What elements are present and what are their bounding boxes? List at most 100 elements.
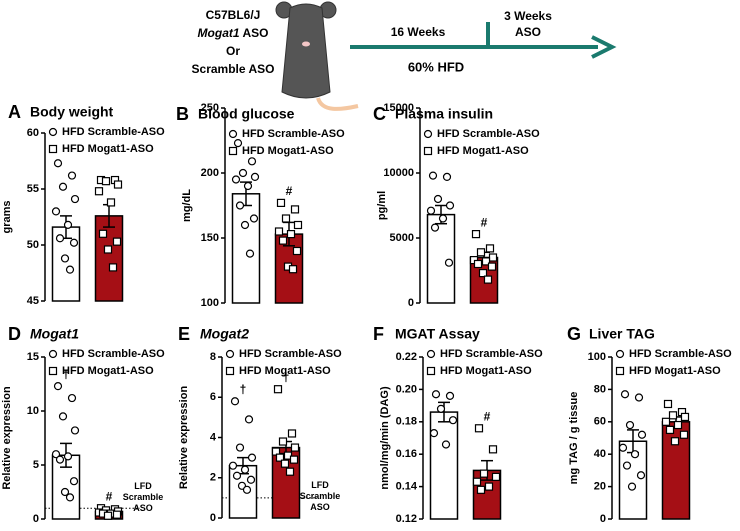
schematic: C57BL6/J Mogat1 ASO Or Scramble ASO 16 W… bbox=[192, 1, 617, 111]
data-point bbox=[103, 511, 113, 520]
data-point bbox=[476, 248, 486, 257]
legend-label: HFD Scramble-ASO bbox=[629, 348, 732, 360]
data-point bbox=[293, 220, 303, 230]
y-tick-label: 0 bbox=[210, 512, 216, 524]
data-point bbox=[289, 455, 299, 464]
data-point bbox=[231, 175, 241, 184]
panel-title: Body weight bbox=[30, 104, 114, 120]
legend-label: HFD Scramble-ASO bbox=[62, 126, 165, 138]
or: Or bbox=[226, 44, 240, 58]
data-point bbox=[488, 445, 498, 454]
y-tick-label: 250 bbox=[201, 102, 219, 114]
data-point bbox=[249, 214, 259, 223]
y-tick-label: 100 bbox=[201, 297, 219, 309]
treatment: Mogat1 ASO bbox=[198, 26, 269, 40]
data-point bbox=[615, 366, 625, 376]
data-point bbox=[679, 430, 689, 439]
data-point bbox=[48, 127, 58, 137]
legend-label: HFD Mogat1-ASO bbox=[629, 365, 721, 377]
annotation: # bbox=[481, 215, 488, 229]
data-point bbox=[426, 206, 436, 215]
data-point bbox=[636, 471, 646, 480]
data-point bbox=[278, 437, 288, 446]
data-point bbox=[235, 443, 245, 452]
data-point bbox=[441, 440, 451, 449]
data-point bbox=[472, 477, 482, 486]
timeline-arrow bbox=[591, 35, 617, 59]
mouse-mark bbox=[302, 41, 310, 47]
data-point bbox=[426, 366, 436, 376]
data-point bbox=[670, 437, 680, 446]
data-point bbox=[431, 390, 441, 399]
data-point bbox=[48, 366, 58, 376]
data-point bbox=[48, 144, 58, 154]
data-point bbox=[448, 416, 458, 425]
data-point bbox=[663, 399, 673, 409]
legend-label: HFD Scramble-ASO bbox=[437, 128, 540, 140]
y-tick-label: 0 bbox=[408, 297, 414, 309]
data-point bbox=[70, 194, 80, 204]
data-point bbox=[225, 366, 235, 376]
y-tick-label: 0.14 bbox=[396, 481, 418, 493]
legend-label: HFD Scramble-ASO bbox=[239, 348, 342, 360]
data-point bbox=[278, 236, 288, 245]
data-point bbox=[48, 349, 58, 359]
data-point bbox=[287, 429, 297, 438]
y-tick-label: 0.22 bbox=[396, 351, 417, 363]
panel-letter: B bbox=[176, 104, 189, 124]
mouse-tail bbox=[316, 97, 359, 111]
data-point bbox=[430, 223, 440, 232]
data-point bbox=[65, 265, 75, 274]
data-point bbox=[484, 482, 494, 491]
gene: Mogat1 bbox=[198, 26, 240, 40]
data-point bbox=[274, 227, 284, 236]
diet-label: 60% HFD bbox=[408, 59, 464, 74]
strain: C57BL6/J bbox=[206, 8, 261, 22]
data-point bbox=[429, 429, 439, 438]
data-point bbox=[474, 424, 484, 433]
y-axis-label: Relative expression bbox=[178, 386, 190, 490]
legend-label: HFD Scramble-ASO bbox=[242, 128, 345, 140]
data-point bbox=[423, 129, 433, 139]
data-point bbox=[242, 485, 252, 494]
data-point bbox=[55, 234, 65, 243]
y-tick-label: 0 bbox=[33, 513, 39, 525]
y-tick-label: 150 bbox=[201, 232, 219, 244]
data-point bbox=[240, 465, 250, 474]
data-point bbox=[60, 487, 70, 497]
y-tick-label: 60 bbox=[27, 127, 39, 139]
legend-label: HFD Scramble-ASO bbox=[440, 348, 543, 360]
data-point bbox=[423, 146, 433, 156]
panel-title: Mogat1 bbox=[30, 326, 79, 342]
data-point bbox=[244, 415, 254, 424]
data-point bbox=[479, 469, 489, 478]
y-tick-label: 0 bbox=[600, 513, 606, 525]
legend-label: HFD Mogat1-ASO bbox=[62, 365, 154, 377]
data-point bbox=[476, 485, 486, 494]
y-axis-label: nmol/mg/min (DAG) bbox=[379, 386, 391, 490]
panel: D Mogat1 Relative expression 0 5 10 15 LFD Scra… bbox=[1, 324, 165, 525]
data-point bbox=[69, 477, 79, 486]
panel-letter: E bbox=[178, 324, 190, 344]
error-bar bbox=[438, 401, 450, 423]
data-point bbox=[292, 246, 302, 256]
data-point bbox=[233, 139, 243, 148]
y-tick-label: 50 bbox=[27, 239, 39, 251]
panel-letter: C bbox=[373, 104, 386, 124]
data-point bbox=[280, 459, 290, 468]
y-tick-label: 0.16 bbox=[396, 448, 417, 460]
legend-label: HFD Mogat1-ASO bbox=[437, 145, 529, 157]
bar bbox=[231, 193, 261, 304]
data-point bbox=[281, 214, 291, 223]
data-point bbox=[622, 461, 632, 470]
data-point bbox=[53, 159, 63, 168]
panel-letter: A bbox=[8, 102, 21, 122]
data-point bbox=[65, 493, 75, 502]
data-point bbox=[618, 443, 628, 452]
data-point bbox=[230, 397, 240, 406]
data-point bbox=[98, 229, 108, 238]
annotation: # bbox=[484, 409, 491, 423]
data-point bbox=[634, 393, 644, 402]
data-point bbox=[627, 482, 637, 491]
